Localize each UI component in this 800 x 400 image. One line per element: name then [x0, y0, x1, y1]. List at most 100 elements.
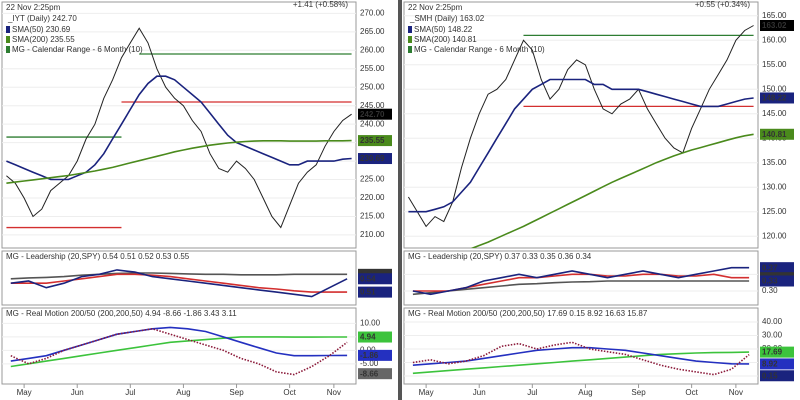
value-label-box [760, 262, 794, 274]
y-tick-label: 160.00 [762, 35, 787, 44]
series-line [412, 341, 750, 376]
indicator-frame [403, 307, 759, 385]
change: +1.41 (+0.58%) [293, 0, 348, 9]
legend-label: SMA(50) 230.69 [12, 25, 71, 34]
value-label-box [358, 135, 392, 147]
value-label-box [760, 128, 794, 140]
value-label: 0.54 [360, 274, 376, 283]
y-tick-label: 10.00 [360, 319, 381, 328]
y-tick-label: 155.00 [762, 60, 787, 69]
legend-swatch [408, 26, 412, 33]
x-tick-label: Jun [71, 388, 84, 397]
y-tick-label: 145.00 [762, 109, 787, 118]
value-label: 235.55 [360, 136, 385, 145]
value-label-box [358, 349, 392, 361]
value-label-box [358, 108, 392, 120]
y-tick-label: 255.00 [360, 64, 385, 73]
series-line [10, 336, 348, 368]
y-tick-label: 220.00 [360, 193, 385, 202]
indicator-frame [403, 250, 759, 306]
value-label: 163.02 [762, 21, 787, 30]
plot-frame [403, 1, 759, 249]
series-line [10, 272, 348, 280]
value-label-box [358, 153, 392, 165]
legend-label: MG - Calendar Range - 6 Month (10) [12, 45, 143, 54]
y-tick-label: 40.00 [762, 317, 783, 326]
value-label-box [358, 286, 392, 298]
symbol: _IYT (Daily) 242.70 [7, 14, 77, 23]
value-label: 242.70 [360, 110, 385, 119]
value-label-box [760, 275, 794, 287]
legend-label: MG - Calendar Range - 6 Month (10) [414, 45, 545, 54]
symbol: _SMH (Daily) 163.02 [409, 14, 485, 23]
value-label-box [760, 358, 794, 370]
indicator-frame [1, 250, 357, 306]
y-tick-label: 120.00 [762, 231, 787, 240]
value-label: -8.66 [360, 369, 379, 378]
series-line [412, 266, 750, 296]
series-line [6, 75, 352, 181]
y-tick-label: 0.30 [762, 286, 778, 295]
x-tick-label: May [17, 388, 32, 397]
value-label: 0.51 [360, 288, 376, 297]
indicator-title: MG - Leadership (20,SPY) 0.54 0.51 0.52 … [6, 252, 190, 261]
date: 22 Nov 2:25pm [408, 3, 463, 12]
y-tick-label: 245.00 [360, 101, 385, 110]
x-tick-label: May [419, 388, 434, 397]
x-tick-label: Sep [631, 388, 646, 397]
x-tick-label: Nov [729, 388, 743, 397]
value-label-box [760, 19, 794, 31]
indicator-title: MG - Real Motion 200/50 (200,200,50) 17.… [408, 309, 648, 318]
indicator-frame [1, 307, 357, 385]
y-tick-label: 260.00 [360, 45, 385, 54]
value-label: 140.81 [762, 130, 787, 139]
legend-swatch [6, 46, 10, 53]
value-label: 8.92 [762, 360, 778, 369]
series-line [6, 139, 352, 184]
series-line [412, 351, 750, 375]
y-tick-label: 210.00 [360, 230, 385, 239]
y-tick-label: 150.00 [762, 84, 787, 93]
indicator-title: MG - Real Motion 200/50 (200,200,50) 4.9… [6, 309, 237, 318]
series-line [412, 280, 750, 296]
y-tick-label: 215.00 [360, 212, 385, 221]
value-label-box [760, 346, 794, 358]
y-tick-label: 165.00 [762, 11, 787, 20]
legend-swatch [6, 26, 10, 33]
series-line [10, 269, 348, 298]
series-line [10, 273, 348, 293]
value-label: 17.69 [762, 348, 783, 357]
series-line [470, 133, 754, 248]
y-tick-label: 130.00 [762, 182, 787, 191]
divider [398, 0, 402, 400]
y-tick-label: 225.00 [360, 175, 385, 184]
x-tick-label: Jul [527, 388, 537, 397]
x-tick-label: Sep [229, 388, 244, 397]
series-line [407, 25, 754, 228]
value-label-box [358, 273, 392, 285]
y-tick-label: 30.00 [762, 331, 783, 340]
value-label: 230.69 [360, 154, 385, 163]
series-line [408, 78, 754, 213]
value-label-box [760, 92, 794, 104]
date: 22 Nov 2:25pm [6, 3, 61, 12]
legend-swatch [6, 36, 10, 43]
y-tick-label: 240.00 [360, 119, 385, 128]
change: +0.55 (+0.34%) [695, 0, 750, 9]
value-label: -1.86 [360, 351, 379, 360]
x-tick-label: Jun [473, 388, 486, 397]
x-tick-label: Aug [176, 388, 190, 397]
x-tick-label: Nov [327, 388, 341, 397]
plot-frame [1, 1, 357, 249]
value-label: 0.33 [762, 277, 778, 286]
y-tick-label: -5.00 [360, 359, 379, 368]
y-tick-label: 125.00 [762, 207, 787, 216]
x-tick-label: Jul [125, 388, 135, 397]
y-tick-label: 135.00 [762, 158, 787, 167]
x-tick-label: Oct [283, 388, 296, 397]
y-tick-label: 250.00 [360, 82, 385, 91]
legend-label: SMA(200) 140.81 [414, 35, 477, 44]
value-label-box [358, 368, 392, 380]
legend-label: SMA(50) 148.22 [414, 25, 473, 34]
